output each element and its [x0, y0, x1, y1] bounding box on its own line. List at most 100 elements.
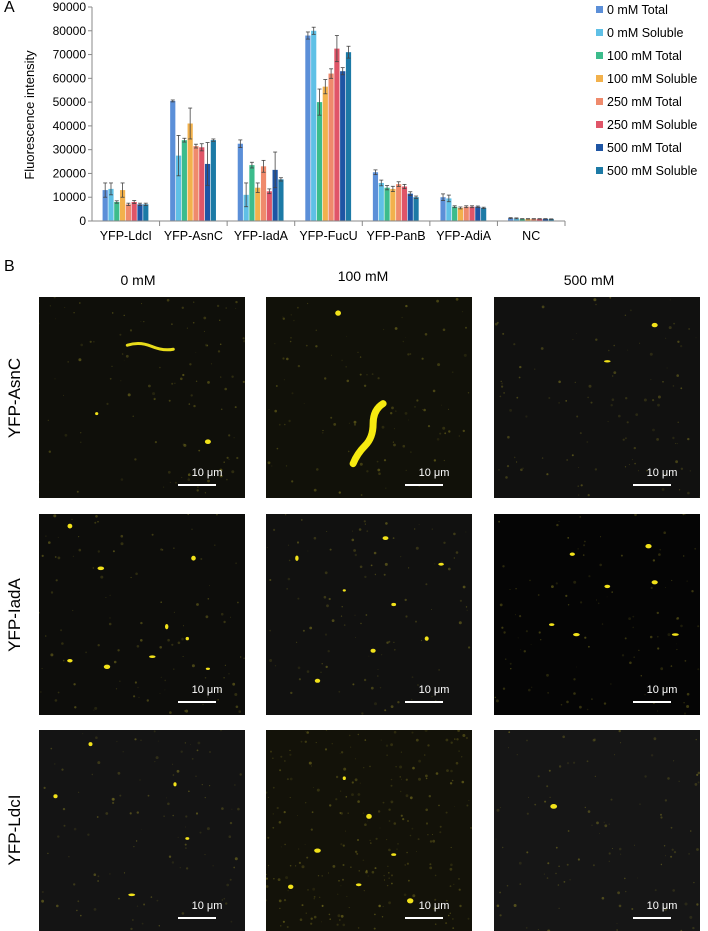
- x-tick-label: YFP-IadA: [234, 229, 289, 243]
- bar: [464, 207, 469, 221]
- scale-bar-label: 10 μm: [408, 467, 460, 479]
- legend-swatch: [596, 52, 603, 59]
- scale-bar-label: 10 μm: [181, 900, 233, 912]
- bar: [199, 147, 204, 221]
- legend-label: 250 mM Soluble: [607, 118, 697, 132]
- legend-swatch: [596, 121, 603, 128]
- x-tick-label: YFP-FucU: [299, 229, 357, 243]
- micrograph-yfp-asnc-500mm: 10 μm: [494, 297, 700, 498]
- micrograph-yfp-iada-100mm: 10 μm: [266, 514, 472, 715]
- bar: [396, 184, 401, 221]
- legend-swatch: [596, 167, 603, 174]
- bar-chart: 0100002000030000400005000060000700008000…: [0, 0, 708, 250]
- bar: [329, 74, 334, 221]
- column-label-100mm: 100 mM: [303, 268, 423, 284]
- y-tick-label: 20000: [53, 166, 87, 180]
- scale-bar: [633, 484, 671, 486]
- y-tick-label: 50000: [53, 95, 87, 109]
- bar: [452, 207, 457, 221]
- bar: [373, 172, 378, 221]
- micrograph-yfp-asnc-100mm: 10 μm: [266, 297, 472, 498]
- bar: [475, 207, 480, 221]
- bar: [458, 208, 463, 221]
- bar: [334, 49, 339, 221]
- legend-label: 0 mM Soluble: [607, 26, 683, 40]
- y-tick-label: 80000: [53, 24, 87, 38]
- micrograph-yfp-ldci-100mm: 10 μm: [266, 730, 472, 931]
- y-tick-label: 90000: [53, 0, 87, 14]
- bar: [249, 165, 254, 221]
- bar: [311, 31, 316, 221]
- bar: [278, 179, 283, 221]
- bar: [379, 183, 384, 221]
- bar: [238, 144, 243, 221]
- scale-bar: [405, 917, 443, 919]
- scale-bar-label: 10 μm: [636, 900, 688, 912]
- x-tick-label: NC: [522, 229, 540, 243]
- y-axis: 0100002000030000400005000060000700008000…: [53, 0, 92, 228]
- bar: [390, 189, 395, 221]
- legend-label: 0 mM Total: [607, 3, 668, 17]
- row-label-asnc: YFP-AsnC: [5, 353, 25, 443]
- bar: [340, 71, 345, 221]
- scale-bar: [633, 701, 671, 703]
- bar: [182, 140, 187, 221]
- bar: [170, 101, 175, 221]
- legend-label: 250 mM Total: [607, 95, 682, 109]
- micrograph-yfp-iada-0mm: 10 μm: [39, 514, 245, 715]
- micrograph-yfp-iada-500mm: 10 μm: [494, 514, 700, 715]
- bar: [317, 102, 322, 221]
- x-tick-label: YFP-AdiA: [436, 229, 492, 243]
- y-tick-label: 70000: [53, 48, 87, 62]
- bar: [408, 194, 413, 221]
- panel-b-label: B: [4, 258, 15, 276]
- scale-bar: [405, 484, 443, 486]
- bar: [132, 202, 137, 221]
- bar: [481, 208, 486, 221]
- bar: [114, 202, 119, 221]
- bar: [267, 191, 272, 221]
- legend-swatch: [596, 144, 603, 151]
- micrograph-yfp-ldci-500mm: 10 μm: [494, 730, 700, 931]
- x-tick-label: YFP-PanB: [367, 229, 426, 243]
- scale-bar-label: 10 μm: [181, 467, 233, 479]
- row-label-ldci: YFP-LdcI: [5, 785, 25, 875]
- micrograph-yfp-asnc-0mm: 10 μm: [39, 297, 245, 498]
- bar: [346, 52, 351, 221]
- x-tick-label: YFP-AsnC: [164, 229, 223, 243]
- bar: [305, 36, 310, 221]
- bar: [137, 204, 142, 221]
- scale-bar: [178, 484, 216, 486]
- x-axis: YFP-LdcI YFP-AsnC YFP-IadA YFP-FucU YFP-PanB…: [92, 221, 565, 243]
- bar: [402, 187, 407, 221]
- y-axis-label: Fluorescence intensity: [22, 50, 37, 180]
- y-tick-label: 0: [79, 214, 86, 228]
- bar: [193, 146, 198, 221]
- scale-bar: [178, 917, 216, 919]
- x-tick-label: YFP-LdcI: [100, 229, 152, 243]
- bar: [126, 204, 131, 221]
- scale-bar: [178, 701, 216, 703]
- legend-swatch: [596, 6, 603, 13]
- micrograph-yfp-ldci-0mm: 10 μm: [39, 730, 245, 931]
- y-tick-label: 30000: [53, 143, 87, 157]
- bars: [103, 27, 554, 221]
- legend-label: 500 mM Total: [607, 141, 682, 155]
- scale-bar: [633, 917, 671, 919]
- column-label-0mm: 0 mM: [78, 272, 198, 288]
- legend-label: 100 mM Total: [607, 49, 682, 63]
- scale-bar: [405, 701, 443, 703]
- scale-bar-label: 10 μm: [636, 467, 688, 479]
- column-label-500mm: 500 mM: [529, 272, 649, 288]
- bar: [261, 166, 266, 221]
- bar: [211, 140, 216, 221]
- bar: [323, 87, 328, 221]
- legend-swatch: [596, 98, 603, 105]
- row-label-iada: YFP-IadA: [5, 570, 25, 660]
- scale-bar-label: 10 μm: [408, 684, 460, 696]
- bar: [413, 197, 418, 221]
- bar: [143, 204, 148, 221]
- legend-swatch: [596, 75, 603, 82]
- legend-label: 100 mM Soluble: [607, 72, 697, 86]
- y-tick-label: 60000: [53, 71, 87, 85]
